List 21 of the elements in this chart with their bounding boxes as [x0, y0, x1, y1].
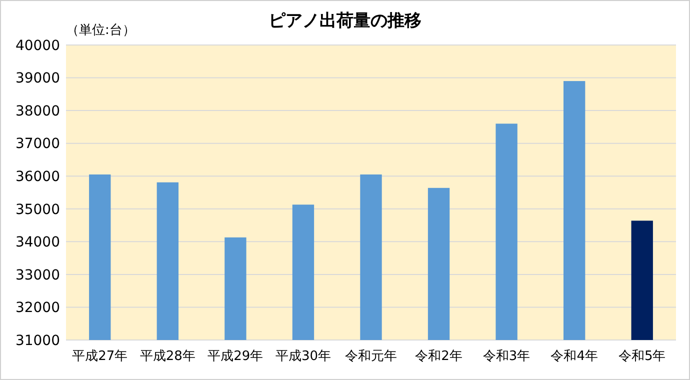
x-tick-label: 令和3年 [482, 349, 530, 364]
y-tick-label: 32000 [15, 300, 60, 316]
y-tick-label: 35000 [15, 202, 60, 218]
x-tick-label: 令和5年 [618, 349, 666, 364]
x-tick-label: 平成27年 [72, 349, 128, 364]
y-tick-label: 36000 [15, 169, 60, 186]
text: （単位:台） [66, 23, 136, 38]
chart-title: ピアノ出荷量の推移 [268, 11, 422, 31]
y-tick-label: 33000 [15, 267, 60, 284]
y-tick-label: 34000 [15, 234, 60, 251]
x-tick-label: 令和4年 [550, 349, 598, 364]
y-tick-label: 31000 [15, 332, 60, 349]
y-tick-label: 37000 [15, 136, 60, 152]
x-tick-label: 平成30年 [275, 349, 331, 364]
x-tick-label: 平成28年 [140, 349, 196, 364]
x-tick-label: 令和元年 [345, 349, 397, 364]
y-tick-label: 40000 [15, 38, 60, 54]
x-tick-label: 平成29年 [208, 349, 264, 364]
y-tick-label: 39000 [15, 70, 60, 87]
x-tick-label: 令和2年 [415, 349, 462, 364]
y-tick-label: 38000 [15, 103, 60, 120]
